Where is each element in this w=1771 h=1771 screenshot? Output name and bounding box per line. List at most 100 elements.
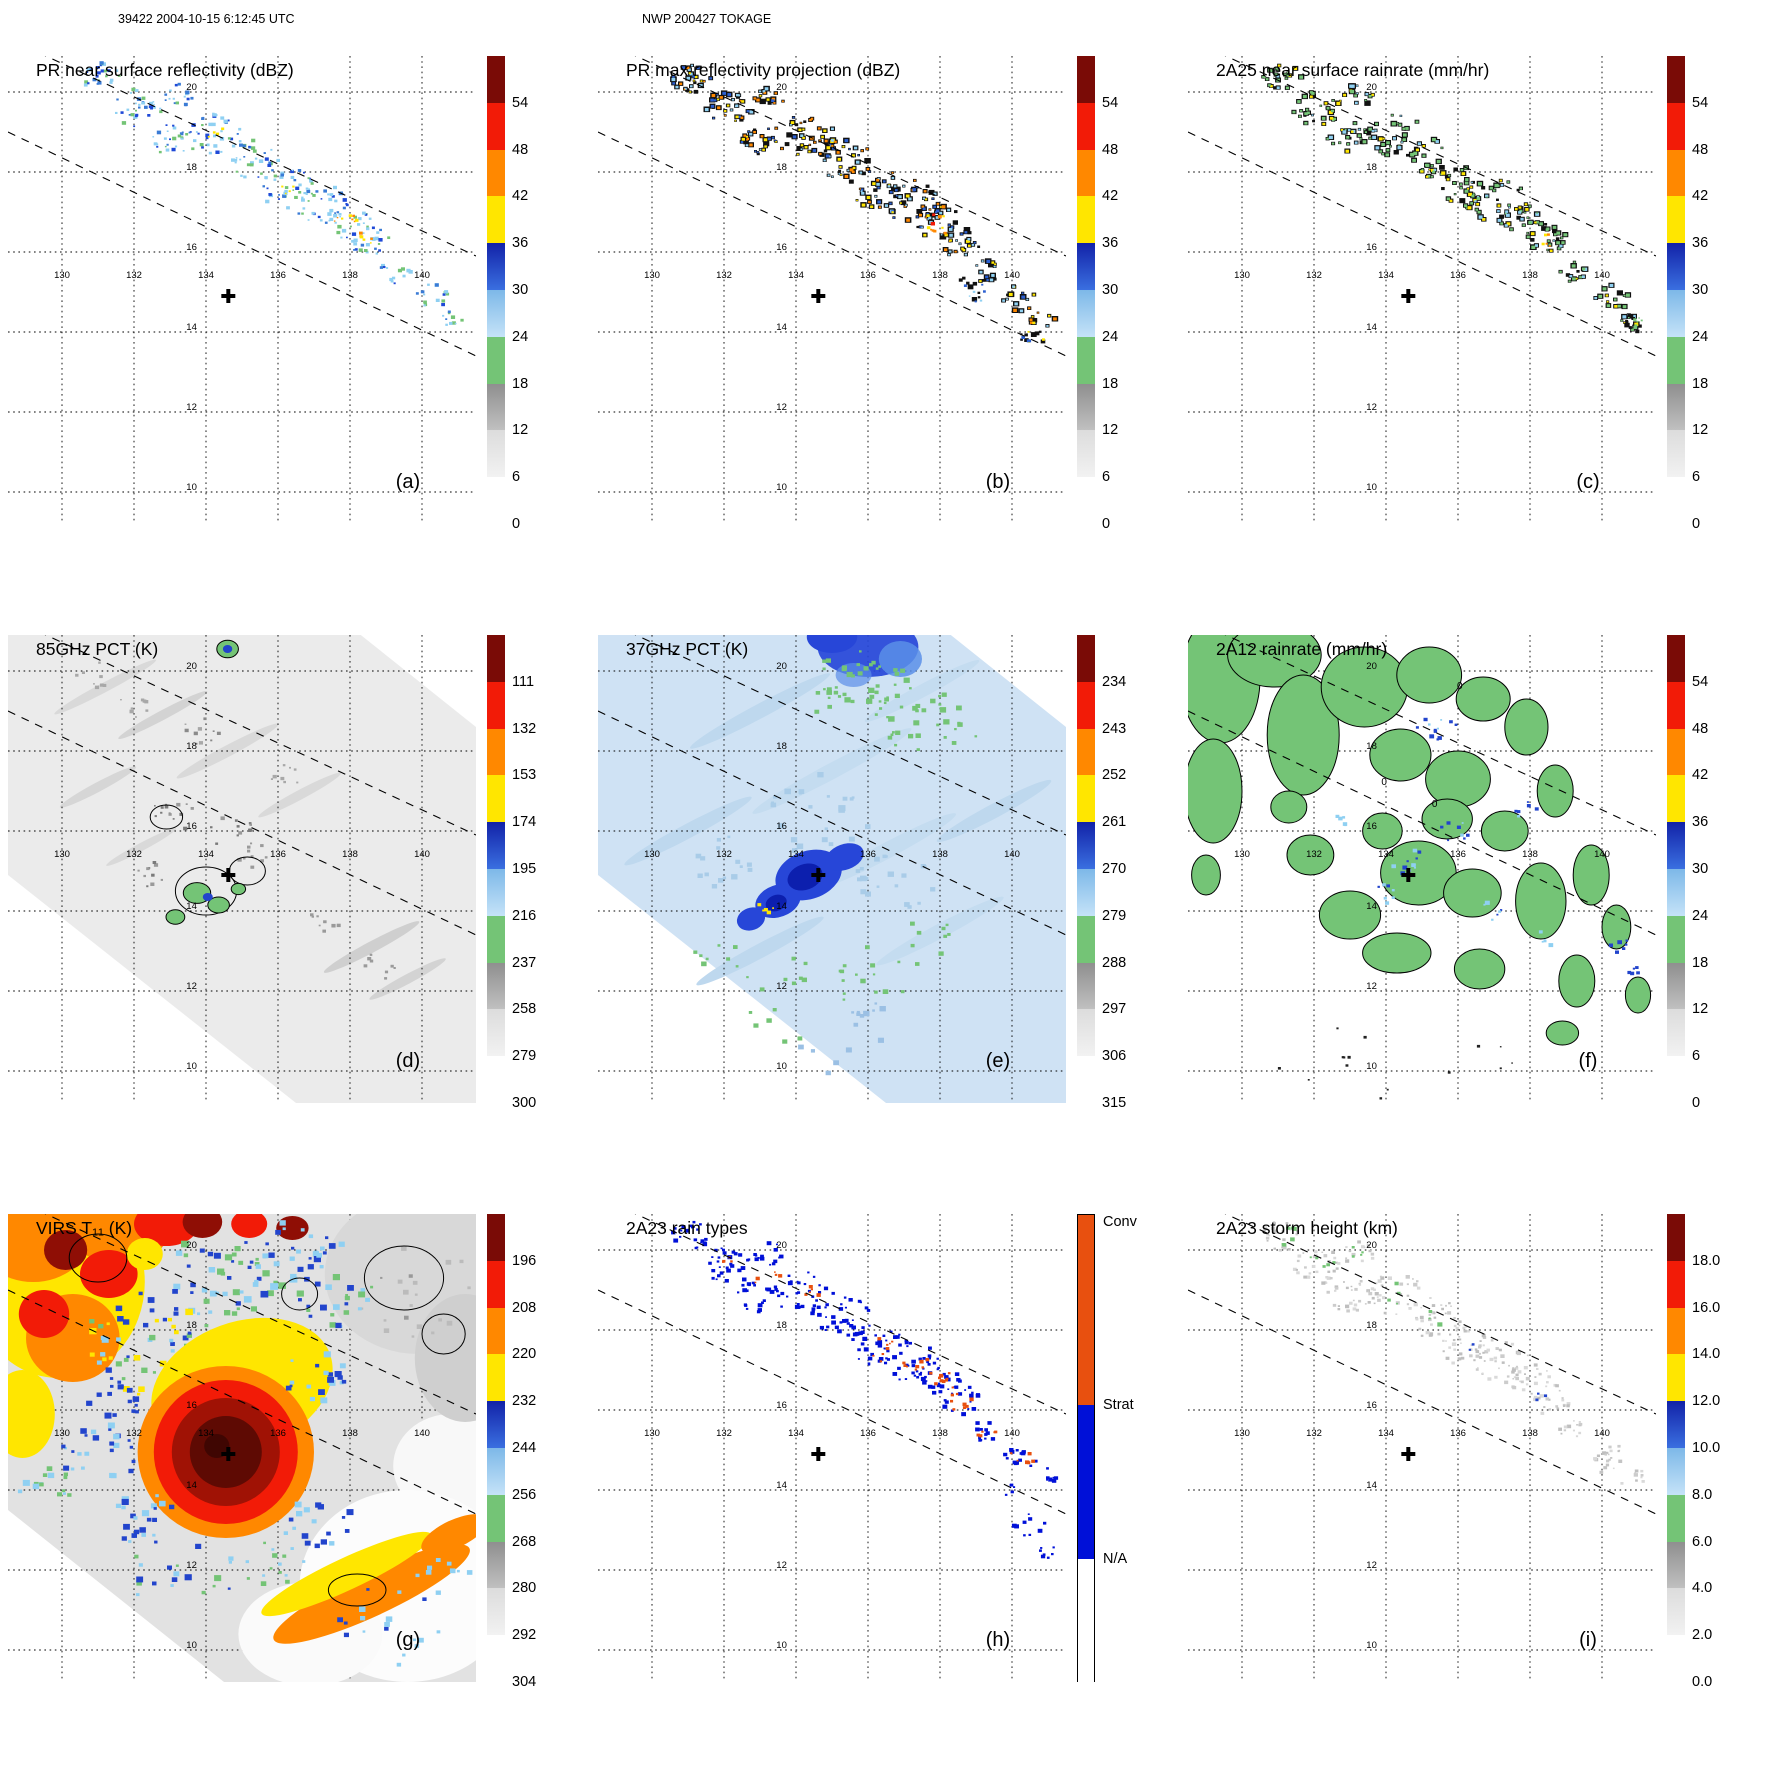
speckle: [1606, 1459, 1610, 1463]
speckle: [822, 667, 826, 671]
speckle: [1453, 1348, 1457, 1351]
speckle: [968, 241, 971, 243]
speckle: [908, 1341, 912, 1345]
lat-label: 10: [776, 482, 787, 493]
speckle: [1406, 1294, 1410, 1297]
speckle: [1536, 1367, 1539, 1370]
speckle: [979, 270, 983, 274]
speckle: [927, 1384, 933, 1389]
speckle: [195, 1543, 202, 1549]
speckle: [1357, 134, 1361, 137]
speckle: [1321, 1251, 1324, 1253]
speckle: [924, 198, 928, 201]
lat-label: 10: [1366, 1061, 1377, 1072]
speckle: [1398, 123, 1402, 126]
speckle: [275, 1229, 281, 1235]
colorbar-tick: 306: [1102, 1048, 1127, 1065]
speckle: [353, 249, 356, 251]
speckle: [774, 1271, 776, 1273]
speckle: [906, 1345, 909, 1348]
speckle: [199, 143, 204, 147]
speckle: [844, 139, 849, 143]
speckle: [130, 92, 132, 94]
speckle: [320, 1246, 325, 1251]
speckle: [260, 844, 264, 848]
speckle: [236, 133, 239, 135]
speckle: [364, 249, 368, 252]
lat-label: 16: [776, 821, 787, 832]
speckle: [258, 159, 264, 163]
speckle: [387, 236, 391, 239]
lat-label: 20: [776, 1240, 787, 1251]
speckle: [141, 1367, 148, 1373]
swath-edge-line: [1188, 1289, 1656, 1515]
speckle: [173, 1311, 179, 1316]
speckle: [290, 1547, 294, 1550]
speckle: [851, 674, 855, 678]
colorbar-segment: [487, 822, 505, 869]
speckle: [1002, 299, 1005, 302]
lat-label: 16: [1366, 1400, 1377, 1411]
speckle: [711, 884, 718, 889]
speckle: [1471, 194, 1475, 198]
speckle: [1442, 1339, 1445, 1342]
speckle: [212, 113, 217, 117]
speckle: [130, 113, 135, 117]
speckle: [823, 159, 826, 162]
speckle: [797, 1291, 801, 1294]
speckle: [1420, 1334, 1424, 1337]
speckle: [900, 668, 906, 673]
speckle: [716, 846, 721, 850]
speckle: [1441, 171, 1446, 175]
speckle: [717, 1256, 721, 1259]
speckle: [1046, 1476, 1050, 1480]
band-speckle-cluster: [1531, 225, 1568, 252]
speckle: [1019, 309, 1024, 313]
speckle: [1448, 174, 1451, 177]
speckle: [1433, 728, 1437, 732]
speckle: [1498, 1367, 1500, 1370]
speckle: [912, 189, 915, 192]
speckle: [236, 825, 240, 828]
speckle: [1311, 114, 1314, 116]
speckle: [414, 1293, 418, 1296]
speckle: [213, 134, 217, 138]
speckle: [913, 1374, 917, 1377]
speckle: [184, 104, 187, 107]
speckle: [954, 1372, 960, 1376]
speckle: [930, 221, 935, 226]
speckle: [1615, 950, 1619, 954]
speckle: [1385, 901, 1390, 905]
speckle: [759, 987, 765, 992]
speckle: [704, 1237, 708, 1241]
speckle: [1365, 93, 1369, 96]
blob-feature: [1318, 890, 1382, 940]
speckle: [923, 190, 927, 193]
speckle: [933, 192, 937, 196]
speckle: [1292, 110, 1296, 114]
lat-label: 20: [1366, 82, 1377, 93]
contour-ring: [149, 804, 184, 830]
speckle: [256, 1276, 262, 1281]
speckle: [290, 169, 294, 174]
speckle: [789, 124, 792, 126]
speckle: [692, 1220, 696, 1224]
colorbar-tick: 304: [512, 1674, 537, 1690]
speckle: [135, 716, 137, 718]
speckle: [878, 700, 882, 703]
speckle: [1464, 204, 1468, 207]
speckle: [1560, 1432, 1563, 1435]
lon-label: 140: [1594, 849, 1610, 860]
lon-label: 136: [860, 849, 876, 860]
speckle: [243, 175, 247, 179]
speckle: [1483, 1360, 1486, 1362]
colorbar-segment: [1077, 477, 1095, 524]
speckle: [1428, 1313, 1432, 1316]
speckle: [724, 114, 726, 117]
speckle: [932, 1361, 937, 1365]
speckle: [842, 145, 845, 148]
speckle: [1448, 1346, 1452, 1349]
speckle: [860, 978, 866, 984]
speckle: [957, 1392, 963, 1396]
band-speckle-cluster: [1292, 91, 1342, 126]
